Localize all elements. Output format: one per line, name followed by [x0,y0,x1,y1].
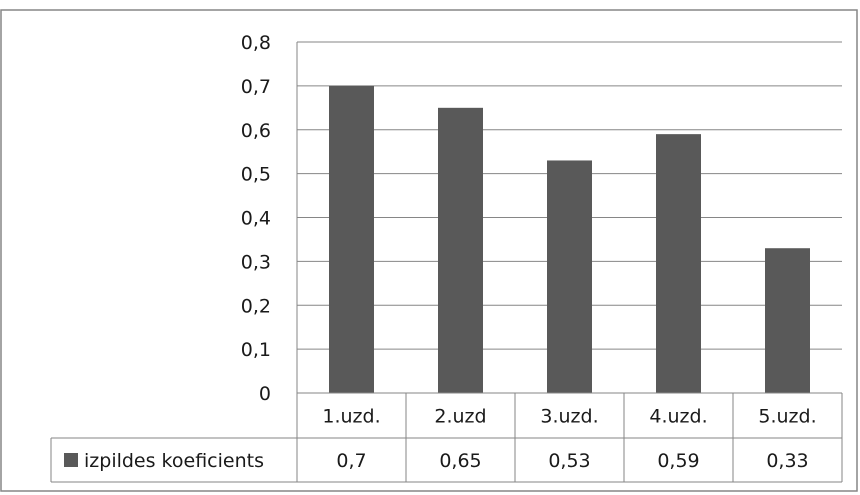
chart-border [0,9,858,492]
category-label: 1.uzd. [322,406,380,428]
category-label: 2.uzd [434,406,486,428]
legend-label: izpildes koeficients [84,450,264,472]
legend-swatch [64,453,78,467]
value-label: 0,53 [548,450,590,472]
y-tick-label: 0,7 [241,76,271,98]
value-label: 0,33 [766,450,808,472]
y-tick-label: 0,2 [241,295,271,317]
legend-row: izpildes koeficients [64,450,264,472]
y-tick-label: 0,4 [241,208,271,230]
bar [765,248,810,393]
y-tick-label: 0,5 [241,164,271,186]
value-label: 0,7 [336,450,366,472]
y-tick-label: 0,6 [241,120,271,142]
category-label: 4.uzd. [649,406,707,428]
y-tick-label: 0 [259,383,271,405]
y-tick-label: 0,1 [241,339,271,361]
category-labels: 1.uzd. 2.uzd 3.uzd. 4.uzd. 5.uzd. [322,406,816,428]
value-label: 0,65 [439,450,481,472]
category-label: 5.uzd. [758,406,816,428]
bars [329,85,810,393]
category-label: 3.uzd. [540,406,598,428]
y-tick-label: 0,8 [241,32,271,54]
data-table: 1.uzd. 2.uzd 3.uzd. 4.uzd. 5.uzd. izpildes k… [50,42,843,483]
bar [438,107,483,393]
value-label: 0,59 [657,450,699,472]
y-tick-label: 0,3 [241,251,271,273]
bar [547,160,592,393]
bar [329,85,374,393]
bar [656,134,701,393]
value-labels: 0,7 0,65 0,53 0,59 0,33 [336,450,808,472]
y-axis-tick-labels: 0 0,1 0,2 0,3 0,4 0,5 0,6 0,7 0,8 [241,32,271,405]
data-table-lines [50,42,843,483]
